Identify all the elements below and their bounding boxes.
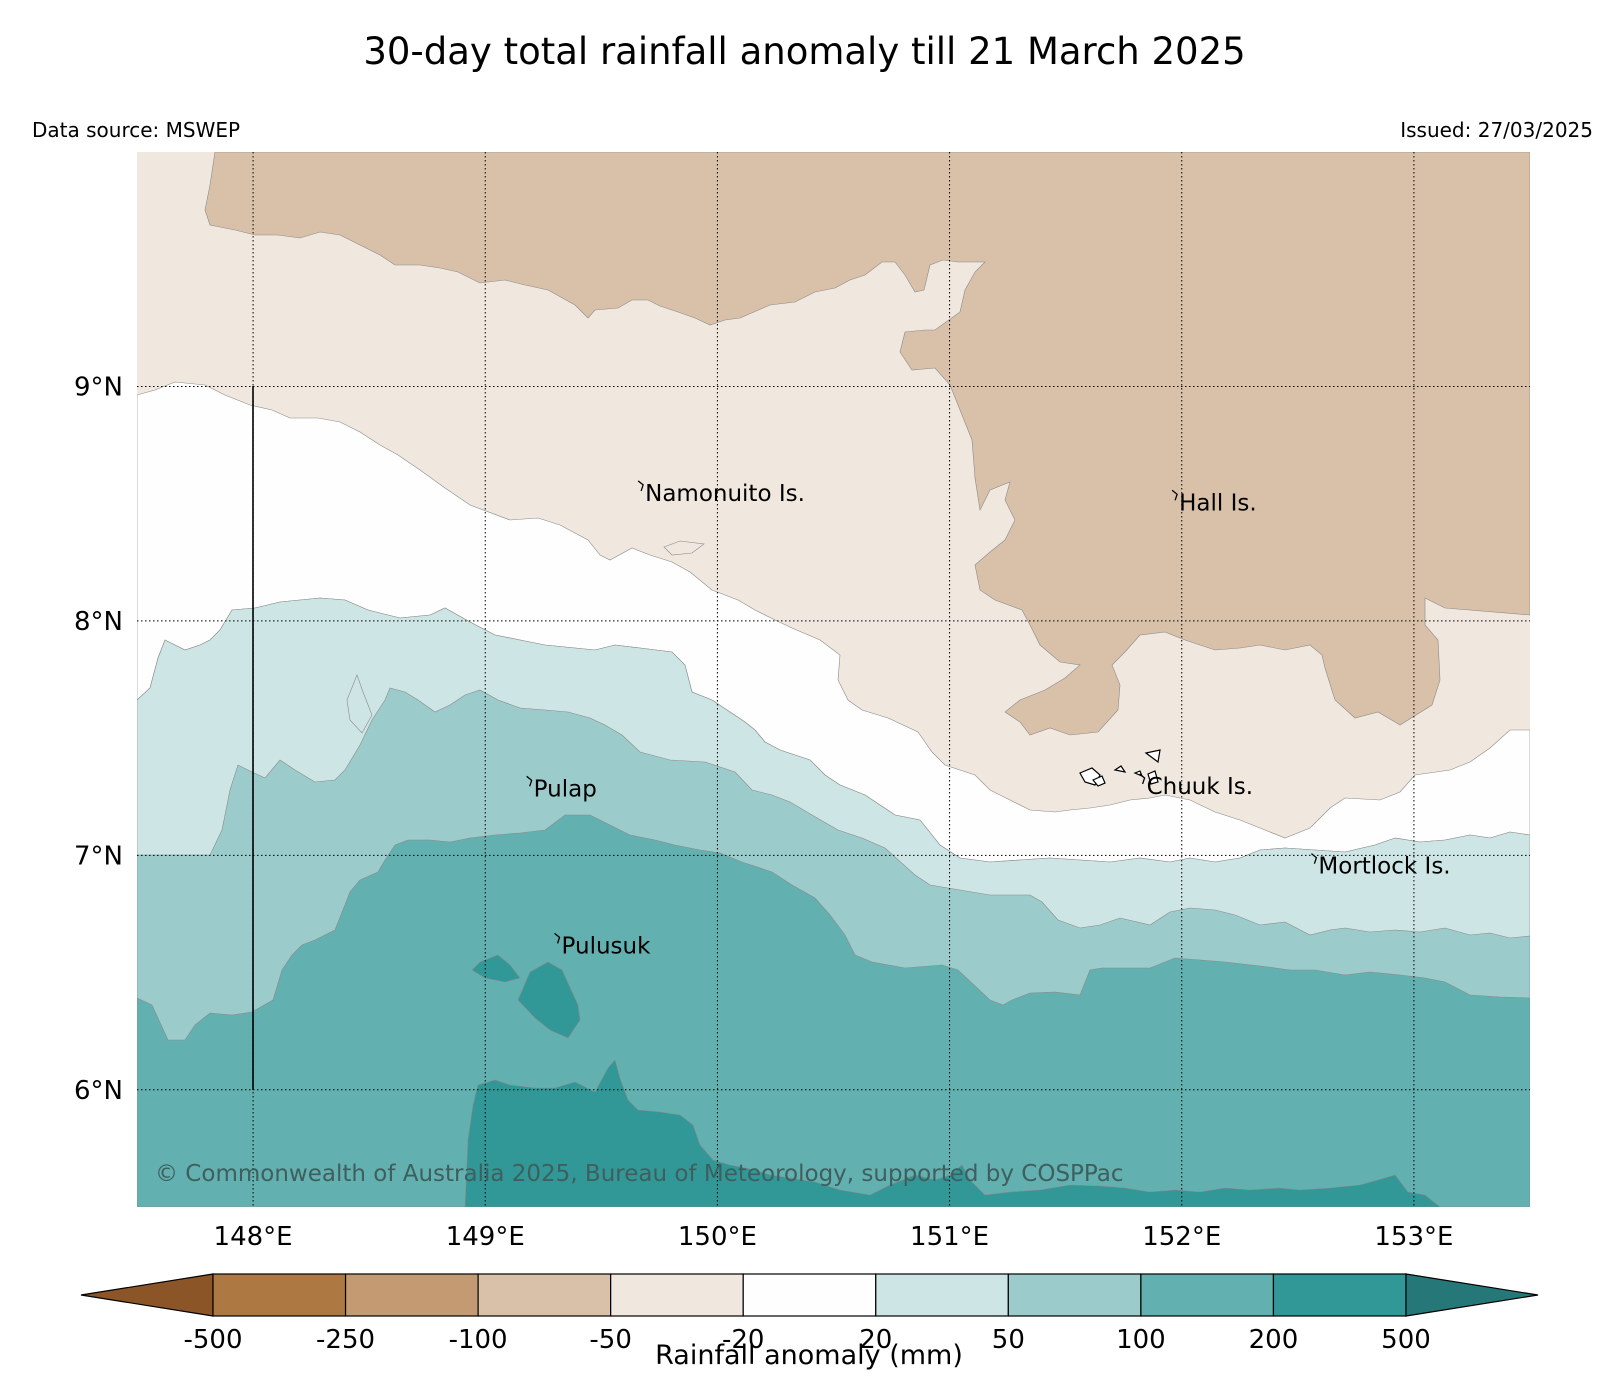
colorbar-cell [610, 1273, 744, 1317]
issued-date-label: Issued: 27/03/2025 [1400, 118, 1593, 142]
colorbar-cell [875, 1273, 1009, 1317]
colorbar-cell [212, 1273, 347, 1317]
lon-tick-label: 152°E [1142, 1222, 1221, 1252]
colorbar-tick-label: 20 [859, 1325, 892, 1355]
colorbar-tick-label: -500 [183, 1325, 242, 1355]
place-label: Pulap [534, 776, 597, 802]
place-marker [637, 480, 644, 492]
colorbar-cell [742, 1273, 877, 1317]
chuuk-island-outlines [1079, 749, 1161, 787]
colorbar-tick-label: 50 [992, 1325, 1025, 1355]
lon-tick-label: 149°E [446, 1222, 525, 1252]
colorbar-tick-label: 100 [1116, 1325, 1166, 1355]
gridlines [137, 152, 1530, 1207]
anomaly-band-20-50-patch [346, 674, 373, 734]
data-source-label: Data source: MSWEP [32, 118, 241, 142]
anomaly-band-minus50-minus20-patch [663, 540, 705, 556]
place-label: Mortlock Is. [1318, 854, 1450, 880]
colorbar-tick-label: -250 [316, 1325, 375, 1355]
lon-tick-label: 148°E [214, 1222, 293, 1252]
lon-tick-label: 151°E [910, 1222, 989, 1252]
anomaly-band-200-500-patch-west [471, 954, 521, 983]
anomaly-band-200-500-patch-east [517, 961, 581, 1039]
place-label: Chuuk Is. [1147, 774, 1254, 800]
place-label: Pulusuk [562, 933, 652, 959]
copyright-notice: © Commonwealth of Australia 2025, Bureau… [155, 1161, 1124, 1187]
colorbar-tick-label: -100 [449, 1325, 508, 1355]
lon-tick-label: 153°E [1374, 1222, 1453, 1252]
colorbar-tick-label: -50 [589, 1325, 631, 1355]
lat-tick-label: 7°N [74, 841, 123, 871]
colorbar-cell [1007, 1273, 1142, 1317]
place-marker [1139, 773, 1146, 785]
lat-tick-label: 6°N [74, 1076, 123, 1106]
colorbar-cell [344, 1273, 479, 1317]
place-marker [1311, 853, 1318, 864]
colorbar-tick-label: -20 [722, 1325, 764, 1355]
anomaly-band-200-500-south [464, 1059, 1441, 1207]
lat-tick-label: 9°N [74, 372, 123, 402]
place-labels: Namonuito Is. Hall Is. Pulap Chuuk Is. Mortl… [526, 480, 1451, 959]
colorbar-tick-label: 200 [1249, 1325, 1299, 1355]
place-marker [526, 775, 533, 787]
map-panel: Namonuito Is. Hall Is. Pulap Chuuk Is. Mortl… [137, 152, 1530, 1207]
place-label: Namonuito Is. [645, 481, 805, 507]
anomaly-band-minus100-minus50-north [204, 152, 1530, 736]
colorbar-extend-high [1405, 1273, 1539, 1317]
colorbar-cell [1272, 1273, 1407, 1317]
colorbar: -500 -250 -100 -50 -20 20 50 100 200 500 Rainfall… [80, 1273, 1539, 1371]
chart-title: 30-day total rainfall anomaly till 21 Ma… [363, 30, 1246, 73]
lon-tick-label: 150°E [678, 1222, 757, 1252]
place-marker [1171, 489, 1178, 501]
colorbar-tick-label: 500 [1381, 1325, 1431, 1355]
colorbar-cell [1140, 1273, 1275, 1317]
colorbar-cell [477, 1273, 612, 1317]
colorbar-extend-low [80, 1273, 214, 1317]
lat-tick-label: 8°N [74, 607, 123, 637]
colorbar-label: Rainfall anomaly (mm) [655, 1340, 963, 1371]
place-marker [554, 932, 561, 944]
axis-tick-labels: 148°E 149°E 150°E 151°E 152°E 153°E 9°N 8°N 7°N 6… [74, 372, 1453, 1252]
place-label: Hall Is. [1179, 490, 1257, 516]
